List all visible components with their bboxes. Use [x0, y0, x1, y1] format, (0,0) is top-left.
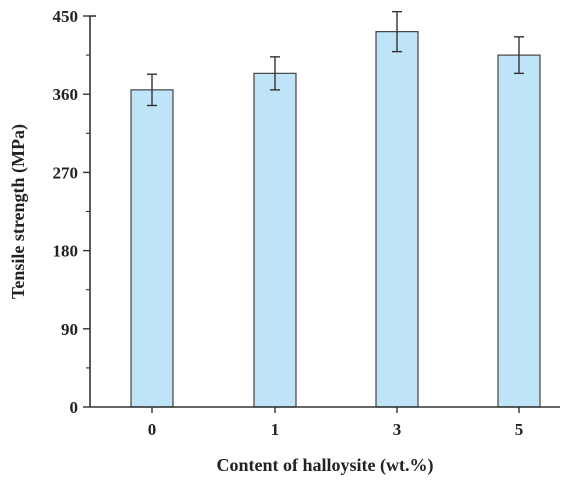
x-ticks-layer: 0 1 3 5: [148, 407, 524, 439]
x-tick-label-1: 1: [271, 420, 280, 439]
y-tick-label-180: 180: [53, 242, 79, 261]
bars-layer: [130, 31, 541, 408]
x-tick-label-0: 0: [148, 420, 157, 439]
bar-5: [497, 54, 541, 408]
error-bars-layer: [147, 10, 524, 107]
error-bar-0: [147, 73, 157, 107]
y-tick-label-360: 360: [53, 85, 79, 104]
y-axis-title: Tensile strength (MPa): [8, 124, 29, 299]
x-tick-label-3: 3: [393, 420, 402, 439]
y-tick-label-450: 450: [53, 7, 79, 26]
y-tick-label-0: 0: [70, 398, 79, 417]
error-bar-3: [392, 10, 402, 53]
bar-0: [130, 89, 174, 408]
error-bar-5: [514, 36, 524, 75]
y-tick-label-270: 270: [53, 163, 79, 182]
y-tick-label-90: 90: [61, 320, 78, 339]
error-bar-1: [270, 56, 280, 91]
x-tick-label-5: 5: [515, 420, 524, 439]
y-ticks-layer: 0 90 180 270 360 450: [53, 7, 90, 417]
x-axis-title: Content of halloysite (wt.%): [217, 455, 434, 476]
bar-3: [375, 31, 419, 408]
bar-1: [253, 72, 297, 408]
